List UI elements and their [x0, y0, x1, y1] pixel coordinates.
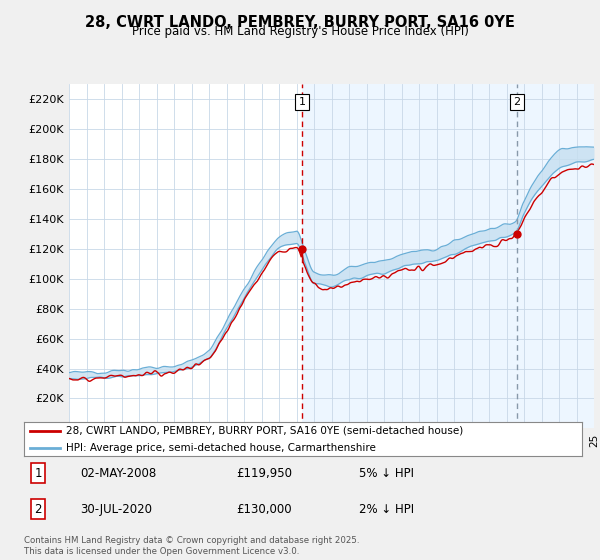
Text: 30-JUL-2020: 30-JUL-2020 [80, 503, 152, 516]
Text: 2: 2 [513, 97, 520, 107]
Text: £130,000: £130,000 [236, 503, 292, 516]
Text: Price paid vs. HM Land Registry's House Price Index (HPI): Price paid vs. HM Land Registry's House … [131, 25, 469, 38]
Text: Contains HM Land Registry data © Crown copyright and database right 2025.
This d: Contains HM Land Registry data © Crown c… [24, 536, 359, 556]
Text: 28, CWRT LANDO, PEMBREY, BURRY PORT, SA16 0YE (semi-detached house): 28, CWRT LANDO, PEMBREY, BURRY PORT, SA1… [66, 426, 463, 436]
Text: 1: 1 [299, 97, 306, 107]
Text: 28, CWRT LANDO, PEMBREY, BURRY PORT, SA16 0YE: 28, CWRT LANDO, PEMBREY, BURRY PORT, SA1… [85, 15, 515, 30]
Text: 1: 1 [34, 467, 42, 480]
Text: HPI: Average price, semi-detached house, Carmarthenshire: HPI: Average price, semi-detached house,… [66, 443, 376, 453]
Text: 2: 2 [34, 503, 42, 516]
Text: 5% ↓ HPI: 5% ↓ HPI [359, 467, 414, 480]
Text: 02-MAY-2008: 02-MAY-2008 [80, 467, 156, 480]
Text: £119,950: £119,950 [236, 467, 292, 480]
Text: 2% ↓ HPI: 2% ↓ HPI [359, 503, 414, 516]
Bar [302, 84, 594, 428]
